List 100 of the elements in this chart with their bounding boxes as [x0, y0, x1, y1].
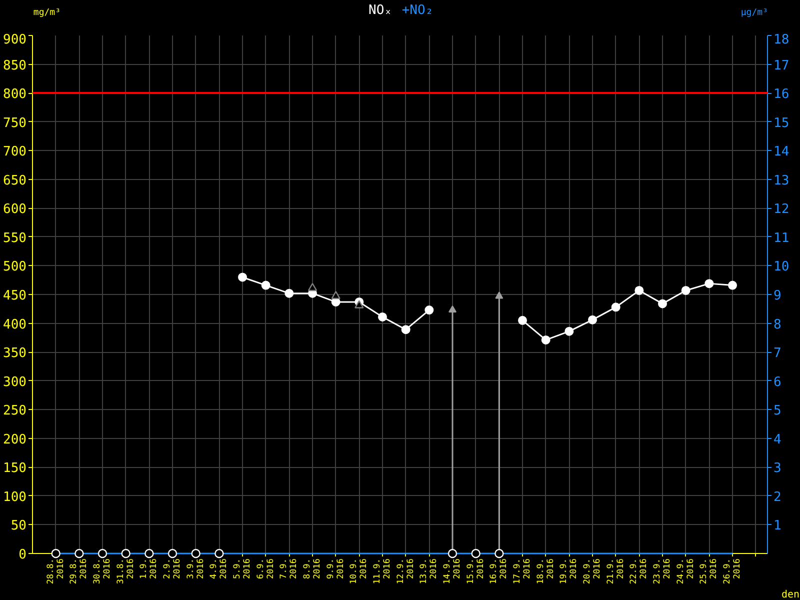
y2-tick-label: 14 — [774, 144, 790, 160]
y2-tick-label: 13 — [774, 173, 790, 188]
y-tick-label: 650 — [3, 173, 27, 188]
y-tick-label: 150 — [3, 461, 27, 476]
point — [331, 291, 340, 300]
y-tick-label: 400 — [3, 317, 27, 332]
x-tick-label: 17.9. 2016 — [512, 558, 532, 584]
x-tick-label: 6.9. 2016 — [256, 558, 276, 579]
point — [308, 282, 318, 292]
point — [611, 302, 620, 312]
x-tick-label: 16.9. 2016 — [489, 558, 510, 584]
y2-tick-label: 1 — [774, 518, 782, 534]
x-tick-label: 31.8. 2016 — [116, 558, 136, 584]
point — [681, 286, 690, 295]
point — [471, 548, 480, 558]
y2-tick-label: 17 — [774, 58, 790, 74]
y-tick-label: 700 — [3, 144, 27, 160]
x-tick-label: 3.9. 2016 — [186, 558, 206, 579]
point — [564, 326, 574, 336]
y-tick-label: 750 — [3, 116, 27, 131]
y2-tick-label: 7 — [774, 346, 782, 362]
y-tick-label: 250 — [3, 404, 27, 419]
x-tick-label: 12.9. 2016 — [396, 558, 416, 584]
point — [51, 548, 60, 558]
y2-tick-label: 16 — [774, 87, 790, 102]
x-tick-label: 5.9. 2016 — [232, 558, 252, 579]
y2-tick-label: 6 — [774, 374, 782, 390]
y-axis-title: mg/m³ — [33, 8, 61, 18]
y2-tick-label: 9 — [774, 288, 782, 304]
point — [98, 548, 108, 558]
point — [121, 548, 130, 558]
y-tick-label: 100 — [3, 490, 27, 505]
y-tick-label: 800 — [3, 87, 27, 102]
y-tick-label: 600 — [3, 202, 27, 218]
y2-tick-label: 11 — [774, 230, 790, 246]
point — [168, 548, 178, 558]
point — [494, 548, 504, 558]
point — [588, 315, 597, 324]
x-tick-label: 28.8. 2016 — [46, 558, 66, 584]
point — [704, 279, 714, 288]
y-tick-label: 850 — [3, 58, 27, 74]
x-tick-label: 29.8. 2016 — [69, 558, 90, 584]
point — [191, 548, 200, 558]
y-tick-label: 500 — [3, 260, 27, 275]
point — [74, 548, 84, 558]
x-tick-label: 14.9. 2016 — [442, 558, 462, 584]
y-tick-label: 900 — [3, 32, 27, 48]
point — [214, 548, 224, 558]
x-tick-label: 25.9. 2016 — [699, 558, 720, 584]
x-tick-label: 19.9. 2016 — [559, 558, 580, 584]
x-axis-title: den — [782, 590, 800, 600]
y-tick-label: 450 — [3, 288, 27, 304]
y-tick-label: 50 — [10, 518, 27, 534]
y2-axis-title: µg/m³ — [740, 8, 768, 18]
x-tick-label: 1.9. 2016 — [139, 558, 160, 579]
y2-tick-label: 8 — [774, 317, 782, 332]
y-tick-label: 200 — [3, 432, 27, 448]
text: NOₓ — [368, 3, 392, 18]
y-tick-label: 0 — [18, 548, 26, 562]
point — [424, 306, 434, 315]
point — [261, 280, 270, 290]
point — [354, 300, 364, 308]
y2-tick-label: 12 — [774, 202, 790, 218]
x-tick-label: 21.9. 2016 — [606, 558, 626, 584]
y2-tick-label: 10 — [774, 260, 790, 275]
x-tick-label: 8.9. 2016 — [302, 558, 322, 579]
y2-tick-label: 5 — [774, 404, 782, 419]
point — [448, 306, 456, 313]
y2-tick-label: 2 — [774, 490, 782, 505]
x-tick-label: 13.9. 2016 — [419, 558, 440, 584]
point — [144, 548, 154, 558]
x-tick-label: 23.9. 2016 — [652, 558, 672, 584]
point — [284, 288, 294, 298]
x-tick-label: 7.9. 2016 — [279, 558, 300, 579]
x-tick-label: 26.9. 2016 — [722, 558, 742, 584]
y-tick-label: 550 — [3, 230, 27, 246]
x-tick-label: 11.9. 2016 — [372, 558, 392, 584]
point — [518, 316, 527, 325]
x-tick-label: 24.9. 2016 — [676, 558, 696, 584]
x-tick-label: 18.9. 2016 — [536, 558, 556, 584]
point — [401, 325, 410, 334]
point — [495, 292, 504, 299]
x-tick-label: 10.9. 2016 — [349, 558, 370, 584]
x-tick-label: 15.9. 2016 — [466, 558, 486, 584]
y-tick-label: 350 — [3, 346, 27, 362]
y2-tick-label: 15 — [774, 116, 790, 131]
point — [448, 548, 458, 558]
x-tick-label: 2.9. 2016 — [162, 558, 182, 579]
x-tick-label: 30.8. 2016 — [92, 558, 112, 584]
x-tick-label: 22.9. 2016 — [629, 558, 650, 584]
x-tick-label: 4.9. 2016 — [209, 558, 230, 579]
point — [634, 286, 644, 295]
x-tick-label: 9.9. 2016 — [326, 558, 346, 579]
y2-tick-label: 3 — [774, 461, 782, 476]
point — [238, 272, 247, 282]
point — [541, 335, 550, 344]
point — [658, 299, 667, 308]
y2-tick-label: 18 — [774, 32, 790, 48]
point — [378, 312, 387, 322]
y2-tick-label: 4 — [774, 432, 782, 448]
